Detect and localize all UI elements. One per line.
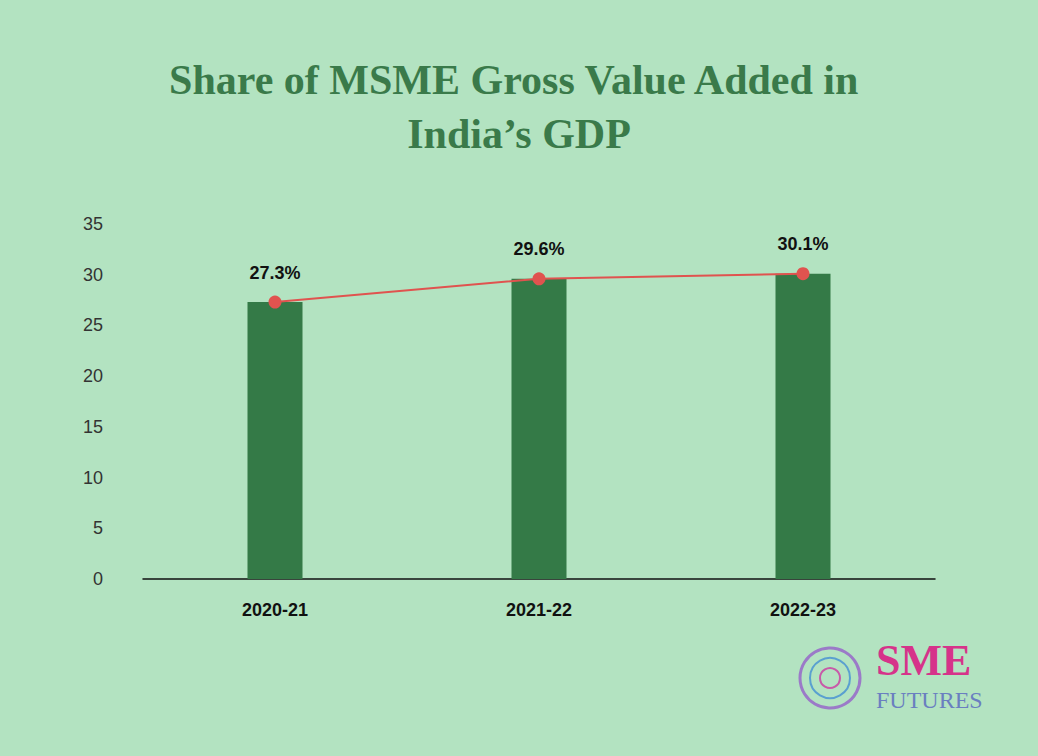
svg-text:27.3%: 27.3% (249, 263, 300, 283)
svg-text:29.6%: 29.6% (513, 239, 564, 259)
svg-text:2021-22: 2021-22 (506, 600, 572, 620)
svg-text:Share of MSME Gross Value Adde: Share of MSME Gross Value Added in (169, 57, 869, 103)
svg-text:FUTURES: FUTURES (876, 687, 983, 713)
svg-text:2020-21: 2020-21 (242, 600, 308, 620)
svg-text:0: 0 (93, 569, 103, 589)
svg-text:15: 15 (83, 417, 103, 437)
svg-text:India’s GDP: India’s GDP (407, 111, 631, 157)
svg-text:10: 10 (83, 468, 103, 488)
svg-text:30.1%: 30.1% (777, 234, 828, 254)
svg-text:2022-23: 2022-23 (770, 600, 836, 620)
svg-text:SME: SME (876, 636, 971, 685)
svg-text:30: 30 (83, 265, 103, 285)
svg-text:35: 35 (83, 214, 103, 234)
svg-text:20: 20 (83, 366, 103, 386)
svg-text:5: 5 (93, 518, 103, 538)
svg-text:25: 25 (83, 315, 103, 335)
